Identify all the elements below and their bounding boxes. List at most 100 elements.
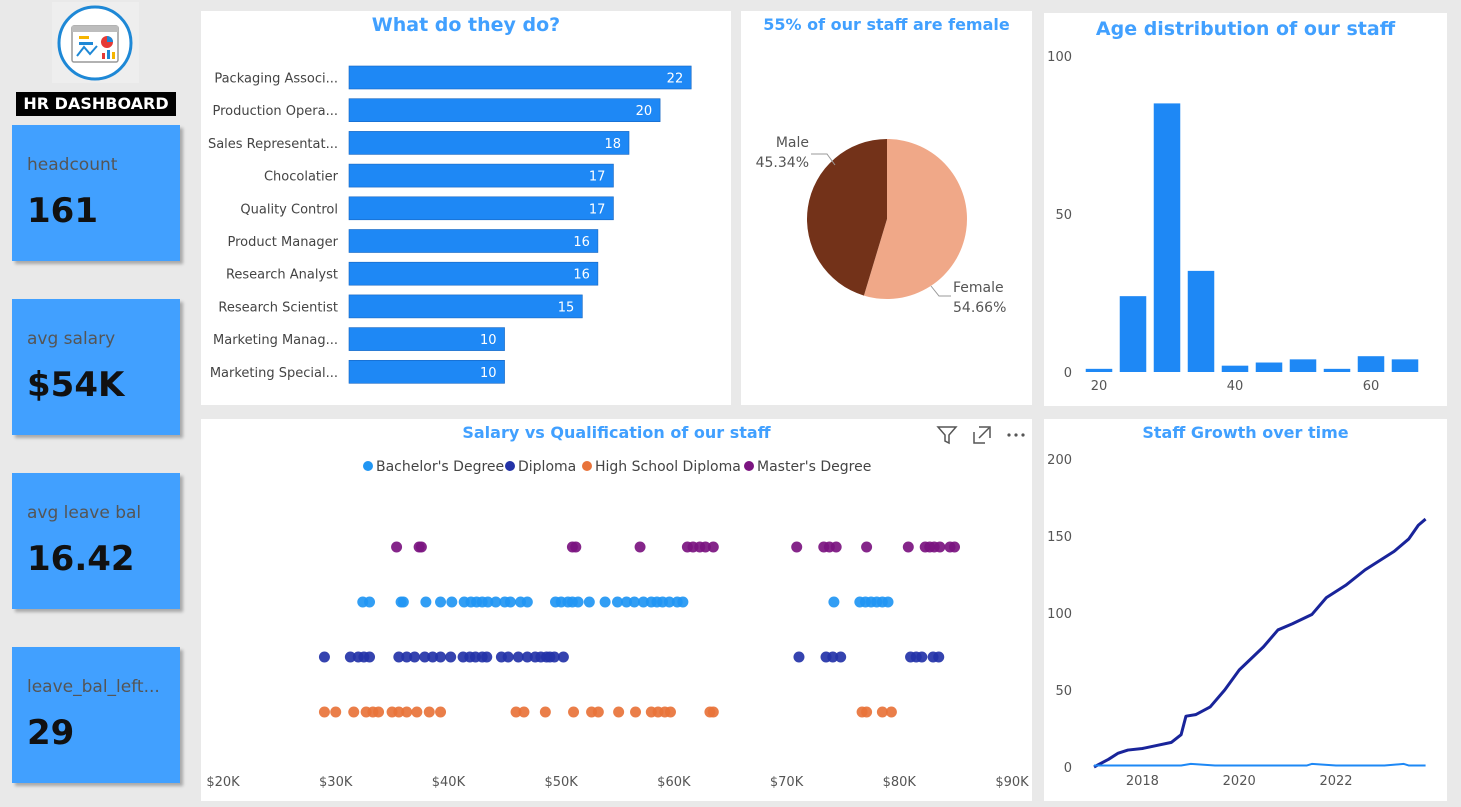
legend-label: Bachelor's Degree	[376, 459, 504, 475]
more-options-icon[interactable]	[1005, 424, 1027, 446]
scatter-point	[427, 651, 439, 663]
age-chart-panel[interactable]: Age distribution of our staff 0 50 100 20 40…	[1044, 13, 1447, 406]
age-bar	[1289, 359, 1317, 372]
x-tick-label: $60K	[657, 775, 691, 790]
kpi-card-avg-leave-bal[interactable]: avg leave bal 16.42	[12, 473, 180, 609]
x-tick-label: $30K	[319, 775, 353, 790]
gender-chart-panel[interactable]: 55% of our staff are female Male 45.34% Fe…	[741, 11, 1032, 405]
scatter-point	[902, 541, 914, 553]
scatter-point	[637, 596, 649, 608]
focus-mode-icon[interactable]	[971, 424, 993, 446]
pie-label-value: 54.66%	[953, 300, 1006, 316]
x-tick-label: 2020	[1223, 774, 1256, 789]
roles-chart: Packaging Associ... 22 Production Opera...…	[208, 65, 692, 384]
scatter-point	[490, 596, 502, 608]
scatter-point	[664, 706, 676, 718]
kpi-card-leave-bal-left[interactable]: leave_bal_left... 29	[12, 647, 180, 783]
bar-category-label: Production Opera...	[213, 104, 339, 119]
scatter-point	[592, 706, 604, 718]
gender-chart-title: 55% of our staff are female	[763, 15, 1010, 34]
bar	[348, 163, 614, 188]
scatter-point	[401, 706, 413, 718]
scatter-point	[423, 706, 435, 718]
age-bar	[1323, 368, 1351, 372]
bar-value-label: 16	[573, 235, 590, 250]
scatter-point	[835, 651, 847, 663]
bar	[348, 327, 505, 351]
bar-value-label: 17	[589, 202, 606, 217]
scatter-point	[933, 651, 945, 663]
y-tick-label: 0	[1064, 366, 1072, 381]
scatter-point	[373, 706, 385, 718]
age-chart-title: Age distribution of our staff	[1095, 18, 1396, 40]
x-tick-label: 2018	[1126, 774, 1159, 789]
scatter-point	[628, 596, 640, 608]
roles-chart-panel[interactable]: What do they do? Packaging Associ... 22 Pr…	[201, 11, 731, 405]
scatter-point	[634, 541, 646, 553]
kpi-label: headcount	[27, 155, 118, 175]
growth-chart-title: Staff Growth over time	[1142, 423, 1349, 442]
scatter-point	[699, 541, 711, 553]
kpi-card-avg-salary[interactable]: avg salary $54K	[12, 299, 180, 435]
x-tick-label: 40	[1227, 379, 1244, 394]
age-bar	[1119, 296, 1147, 372]
bar-value-label: 22	[667, 72, 684, 87]
scatter-point	[521, 651, 533, 663]
scatter-point	[482, 596, 494, 608]
x-tick-label: $40K	[432, 775, 466, 790]
growth-line-cumulative	[1093, 517, 1427, 769]
bar-value-label: 10	[480, 333, 497, 348]
salary-chart-panel[interactable]: Salary vs Qualification of our staff Bac…	[201, 419, 1032, 801]
scatter-point	[613, 706, 625, 718]
kpi-card-headcount[interactable]: headcount 161	[12, 125, 180, 261]
scatter-point	[568, 706, 580, 718]
growth-chart-panel[interactable]: Staff Growth over time 0 50 100 150 200 2018 2…	[1044, 419, 1447, 801]
x-tick-label: 20	[1091, 379, 1108, 394]
y-tick-label: 200	[1047, 453, 1072, 468]
x-tick-label: $90K	[995, 775, 1029, 790]
scatter-point	[481, 651, 493, 663]
pie-label-name: Male	[776, 135, 809, 151]
bar-category-label: Chocolatier	[264, 170, 339, 185]
leader-line	[811, 153, 836, 166]
scatter-point	[539, 706, 551, 718]
scatter-point	[707, 706, 719, 718]
filter-icon[interactable]	[936, 424, 958, 446]
y-tick-label: 0	[1064, 761, 1072, 776]
scatter-point	[318, 706, 330, 718]
scatter-point	[502, 651, 514, 663]
scatter-point	[445, 651, 457, 663]
scatter-point	[419, 651, 431, 663]
scatter-point	[415, 541, 427, 553]
scatter-point	[330, 706, 342, 718]
bar	[348, 131, 630, 155]
x-tick-label: $70K	[770, 775, 804, 790]
scatter-point	[397, 596, 409, 608]
scatter-point	[504, 596, 516, 608]
staff-growth-line-chart: 0 50 100 150 200 2018 2020 2022	[1047, 453, 1427, 789]
scatter-point	[934, 541, 946, 553]
scatter-point	[518, 706, 530, 718]
scatter-point	[364, 651, 376, 663]
age-bar	[1357, 356, 1385, 372]
bar-value-label: 17	[589, 170, 606, 185]
bar-category-label: Research Scientist	[218, 300, 338, 315]
legend-label: Diploma	[518, 459, 576, 475]
age-bar	[1221, 365, 1249, 372]
bar	[348, 196, 614, 221]
scatter-point	[793, 651, 805, 663]
roles-chart-title: What do they do?	[371, 14, 561, 36]
scatter-point	[420, 596, 432, 608]
x-tick-label: $20K	[206, 775, 240, 790]
age-bar	[1187, 270, 1215, 372]
bar	[348, 98, 661, 122]
scatter-point	[949, 541, 961, 553]
pie-slice-female	[863, 139, 967, 299]
bar-category-label: Marketing Manag...	[213, 333, 338, 348]
scatter-point	[570, 541, 582, 553]
legend-marker	[582, 461, 592, 471]
bar-category-label: Marketing Special...	[210, 366, 338, 381]
salary-scatter-chart: Bachelor's Degree Diploma High School Dipl…	[206, 459, 1029, 790]
scatter-point	[510, 706, 522, 718]
scatter-point	[318, 651, 330, 663]
